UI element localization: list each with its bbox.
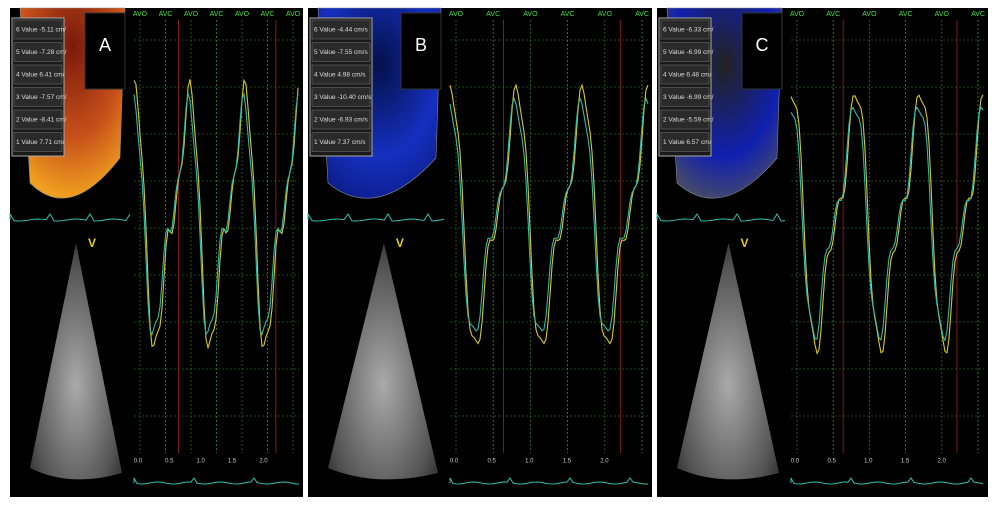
value-text: 2 Value -8.41 cm/ <box>16 117 67 124</box>
event-label: AVO <box>935 11 950 18</box>
event-label: AVC <box>210 11 224 18</box>
value-text: 6 Value -4.44 cm/s <box>314 27 368 34</box>
ecg-trace <box>790 477 984 485</box>
event-label: AVO <box>133 11 148 18</box>
event-label: AVC <box>486 11 500 18</box>
x-tick-label: 0.5 <box>487 459 496 465</box>
event-label: AVO <box>286 11 301 18</box>
x-tick-label: 0.5 <box>827 459 836 465</box>
value-row <box>13 87 63 107</box>
x-tick-label: 1.0 <box>197 459 206 465</box>
label-box <box>400 12 442 90</box>
event-label: AVO <box>235 11 250 18</box>
marker-v: V <box>396 236 404 250</box>
value-row <box>660 87 710 107</box>
label-box <box>84 12 126 90</box>
value-text: 4 Value 4.98 cm/s <box>314 72 366 79</box>
event-label: AVO <box>449 11 464 18</box>
value-row <box>311 109 371 130</box>
value-text: 3 Value -7.57 cm/ <box>16 94 67 101</box>
event-label: AVC <box>159 11 173 18</box>
panel-label: C <box>756 35 769 55</box>
event-label: AVC <box>635 11 649 18</box>
value-text: 5 Value -7.28 cm/ <box>16 49 67 56</box>
marker-v: V <box>741 236 749 250</box>
marker-v: V <box>88 236 96 250</box>
value-text: 6 Value -6.33 cm/ <box>663 27 714 34</box>
label-box <box>741 12 783 90</box>
value-row <box>660 42 710 62</box>
panel-label: A <box>99 35 111 55</box>
echo-sector <box>30 243 122 480</box>
value-row <box>660 132 710 152</box>
x-tick-label: 1.5 <box>901 459 910 465</box>
value-row <box>13 19 63 40</box>
event-label: AVO <box>862 11 877 18</box>
panel: V 6 Value -5.11 cm/5 Value -7.28 cm/4 Val… <box>9 7 303 497</box>
ecg-trace <box>307 212 445 222</box>
value-row <box>311 64 371 85</box>
curve-yellow <box>133 78 299 350</box>
x-tick-label: 2.0 <box>938 459 947 465</box>
event-label: AVC <box>261 11 275 18</box>
value-text: 1 Value 7.37 cm/s <box>314 139 366 146</box>
event-label: AVC <box>826 11 840 18</box>
value-row <box>311 42 371 62</box>
ecg-trace <box>656 212 786 222</box>
value-text: 5 Value -7.55 cm/s <box>314 49 368 56</box>
x-tick-label: 0.0 <box>450 459 459 465</box>
x-tick-label: 1.5 <box>228 459 237 465</box>
ecg-trace <box>133 477 300 485</box>
x-tick-label: 1.0 <box>525 459 534 465</box>
curve-yellow <box>449 83 649 345</box>
value-text: 3 Value -10.40 cm/s <box>314 94 372 101</box>
value-text: 1 Value 6.57 cm/ <box>663 139 711 146</box>
x-tick-label: 0.0 <box>134 459 143 465</box>
value-text: 1 Value 7.71 cm/ <box>16 139 64 146</box>
event-label: AVO <box>184 11 199 18</box>
x-tick-label: 1.0 <box>864 459 873 465</box>
panel: V 6 Value -6.33 cm/5 Value -6.99 cm/4 Val… <box>656 7 988 497</box>
curve-cyan <box>449 96 649 332</box>
x-tick-label: 2.0 <box>259 459 268 465</box>
event-label: AVC <box>899 11 913 18</box>
x-tick-label: 1.5 <box>563 459 572 465</box>
curve-yellow <box>790 94 984 355</box>
value-row <box>311 132 371 152</box>
value-text: 6 Value -5.11 cm/ <box>16 27 66 34</box>
event-label: AVC <box>561 11 575 18</box>
value-row <box>13 109 63 130</box>
value-text: 3 Value -6.99 cm/ <box>663 94 714 101</box>
curve-cyan <box>133 92 299 337</box>
curve-cyan <box>790 106 984 343</box>
ecg-trace <box>449 477 649 485</box>
x-tick-label: 0.0 <box>791 459 800 465</box>
panel-label: B <box>415 35 427 55</box>
value-row <box>13 64 63 85</box>
value-text: 4 Value 6.48 cm/ <box>663 72 711 79</box>
value-row <box>13 132 63 152</box>
panel: V 6 Value -4.44 cm/s 5 Value -7.55 cm/s 4 V… <box>307 7 652 497</box>
event-label: AVO <box>523 11 538 18</box>
value-row <box>660 109 710 130</box>
value-row <box>311 87 371 107</box>
x-tick-label: 0.5 <box>165 459 174 465</box>
ecg-trace <box>9 212 131 222</box>
event-label: AVO <box>598 11 613 18</box>
value-text: 4 Value 6.41 cm/ <box>16 72 64 79</box>
value-text: 2 Value -6.93 cm/s <box>314 117 368 124</box>
value-row <box>660 64 710 85</box>
value-row <box>660 19 710 40</box>
echo-sector <box>677 243 779 480</box>
event-label: AVO <box>790 11 805 18</box>
event-label: AVC <box>971 11 985 18</box>
echo-sector <box>328 243 438 480</box>
value-text: 2 Value -5.59 cm/ <box>663 117 714 124</box>
value-row <box>311 19 371 40</box>
value-row <box>13 42 63 62</box>
x-tick-label: 2.0 <box>600 459 609 465</box>
value-text: 5 Value -6.99 cm/ <box>663 49 714 56</box>
